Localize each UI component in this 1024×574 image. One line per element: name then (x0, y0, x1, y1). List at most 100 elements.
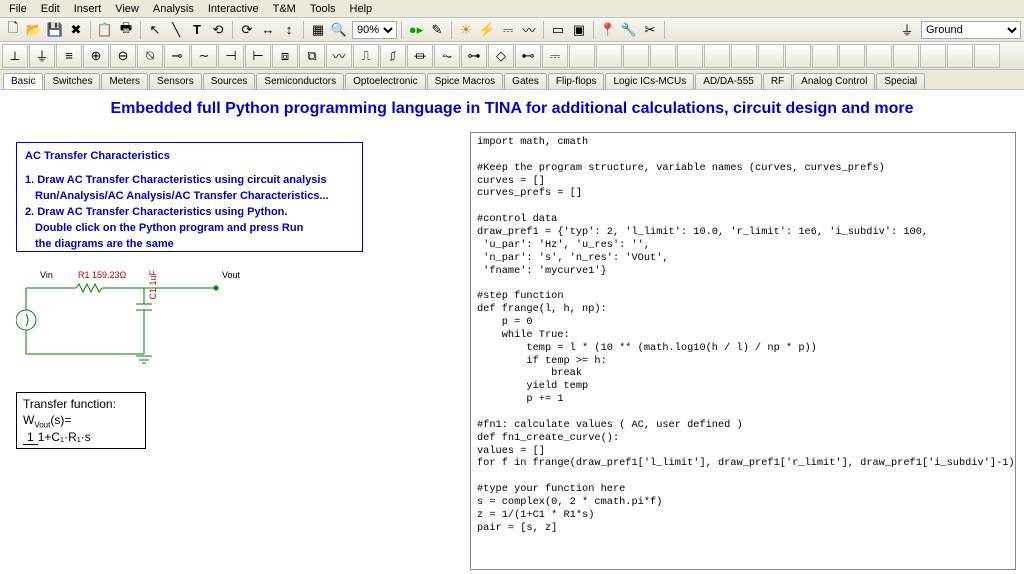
component-slot-empty (677, 44, 703, 68)
component-btn-9[interactable]: ⊢ (245, 44, 271, 68)
close-icon[interactable]: ✖ (66, 20, 86, 40)
component-btn-12[interactable]: 〰 (326, 44, 352, 68)
component-btn-4[interactable]: ⊖ (110, 44, 136, 68)
select-icon[interactable]: ↖ (145, 20, 165, 40)
component-slot-empty (569, 44, 595, 68)
component-slot-empty (731, 44, 757, 68)
separator (303, 21, 304, 39)
component-btn-11[interactable]: ⧉ (299, 44, 325, 68)
component-slot-empty (758, 44, 784, 68)
instructions-box: AC Transfer Characteristics 1. Draw AC T… (16, 142, 363, 252)
tab-optoelectronic[interactable]: Optoelectronic (345, 73, 425, 89)
component-btn-18[interactable]: ◇ (488, 44, 514, 68)
save-icon[interactable]: 💾 (45, 20, 65, 40)
tab-analog-control[interactable]: Analog Control (793, 73, 875, 89)
component-slot-empty (785, 44, 811, 68)
analysis4-icon[interactable]: 〰 (519, 20, 539, 40)
copy-icon[interactable]: 📋 (95, 20, 115, 40)
new-icon[interactable]: 🗋 (3, 20, 23, 40)
schematic-canvas[interactable]: Embedded full Python programming languag… (0, 90, 1024, 574)
flip-icon[interactable]: ↕ (279, 20, 299, 40)
component-btn-14[interactable]: ⎎ (380, 44, 406, 68)
circuit-svg (16, 270, 246, 370)
separator (543, 21, 544, 39)
separator (451, 21, 452, 39)
component-btn-1[interactable]: ⏚ (29, 44, 55, 68)
tab-sensors[interactable]: Sensors (149, 73, 202, 89)
component-btn-2[interactable]: ≡ (56, 44, 82, 68)
tool3-icon[interactable]: ✂ (640, 20, 660, 40)
component-btn-17[interactable]: ⊶ (461, 44, 487, 68)
instruction-line: 1. Draw AC Transfer Characteristics usin… (25, 173, 354, 189)
component-btn-16[interactable]: ⏦ (434, 44, 460, 68)
probe-icon[interactable]: ✎ (427, 20, 447, 40)
tab-ad-da-555[interactable]: AD/DA-555 (695, 73, 762, 89)
mirror-icon[interactable]: ↔ (258, 20, 278, 40)
tab-special[interactable]: Special (876, 73, 925, 89)
wire-icon[interactable]: ╲ (166, 20, 186, 40)
open-icon[interactable]: 📂 (24, 20, 44, 40)
pin-icon[interactable]: 📍 (598, 20, 618, 40)
tab-flip-flops[interactable]: Flip-flops (548, 73, 605, 89)
tool2-icon[interactable]: 🔧 (619, 20, 639, 40)
component-slot-empty (893, 44, 919, 68)
zoom-select[interactable]: 90% (352, 21, 397, 39)
rotate-icon[interactable]: ⟳ (237, 20, 257, 40)
circuit-schematic: R1 159.23Ω C1 1uF Vin Vout (16, 270, 246, 370)
component-btn-20[interactable]: ⎓ (542, 44, 568, 68)
ground-select[interactable]: Ground (921, 21, 1021, 39)
component-btn-6[interactable]: ⊸ (164, 44, 190, 68)
transfer-function-box: Transfer function: WVout(s)=11+C₁·R₁·s (16, 392, 146, 449)
component-btn-10[interactable]: ⧈ (272, 44, 298, 68)
menu-edit[interactable]: Edit (34, 1, 67, 17)
menubar: FileEditInsertViewAnalysisInteractiveT&M… (0, 0, 1024, 18)
tab-meters[interactable]: Meters (101, 73, 148, 89)
component-btn-19[interactable]: ⊷ (515, 44, 541, 68)
scope-icon[interactable]: ▭ (548, 20, 568, 40)
component-btn-13[interactable]: ⎍ (353, 44, 379, 68)
component-slot-empty (920, 44, 946, 68)
tab-semiconductors[interactable]: Semiconductors (256, 73, 344, 89)
python-code-box[interactable]: import math, cmath #Keep the program str… (470, 132, 1016, 570)
component-btn-3[interactable]: ⊕ (83, 44, 109, 68)
component-slot-empty (866, 44, 892, 68)
menu-analysis[interactable]: Analysis (146, 1, 201, 17)
tab-spice-macros[interactable]: Spice Macros (427, 73, 504, 89)
menu-insert[interactable]: Insert (67, 1, 109, 17)
tool-icon[interactable]: ⟲ (208, 20, 228, 40)
tab-sources[interactable]: Sources (203, 73, 256, 89)
component-btn-7[interactable]: ∼ (191, 44, 217, 68)
tab-rf[interactable]: RF (763, 73, 792, 89)
component-btn-15[interactable]: ⏛ (407, 44, 433, 68)
ground-icon[interactable]: ⏚ (897, 20, 917, 40)
menu-help[interactable]: Help (343, 1, 380, 17)
component-slot-empty (596, 44, 622, 68)
tf-sub: Vout (34, 420, 50, 429)
analysis2-icon[interactable]: ⚡ (477, 20, 497, 40)
menu-file[interactable]: File (2, 1, 34, 17)
run-icon[interactable]: ●▸ (406, 20, 426, 40)
component-btn-5[interactable]: ⍉ (137, 44, 163, 68)
tab-basic[interactable]: Basic (3, 73, 43, 89)
zoom-icon[interactable]: 🔍 (329, 20, 349, 40)
tab-gates[interactable]: Gates (504, 73, 547, 89)
instruction-line: Double click on the Python program and p… (25, 221, 354, 237)
instructions-title: AC Transfer Characteristics (25, 149, 354, 165)
component-slot-empty (812, 44, 838, 68)
menu-t&m[interactable]: T&M (266, 1, 303, 17)
analysis3-icon[interactable]: ⎓ (498, 20, 518, 40)
meter-icon[interactable]: ▣ (569, 20, 589, 40)
tab-switches[interactable]: Switches (44, 73, 100, 89)
text-icon[interactable]: T (187, 20, 207, 40)
component-slot-empty (623, 44, 649, 68)
grid-icon[interactable]: ▦ (308, 20, 328, 40)
analysis-icon[interactable]: ☀ (456, 20, 476, 40)
component-btn-8[interactable]: ⊣ (218, 44, 244, 68)
menu-tools[interactable]: Tools (303, 1, 343, 17)
tab-logic-ics-mcus[interactable]: Logic ICs-MCUs (605, 73, 694, 89)
menu-interactive[interactable]: Interactive (201, 1, 266, 17)
print-icon[interactable]: 🖶 (116, 20, 136, 40)
headline: Embedded full Python programming languag… (0, 100, 1024, 118)
menu-view[interactable]: View (108, 1, 146, 17)
component-btn-0[interactable]: ⟂ (2, 44, 28, 68)
